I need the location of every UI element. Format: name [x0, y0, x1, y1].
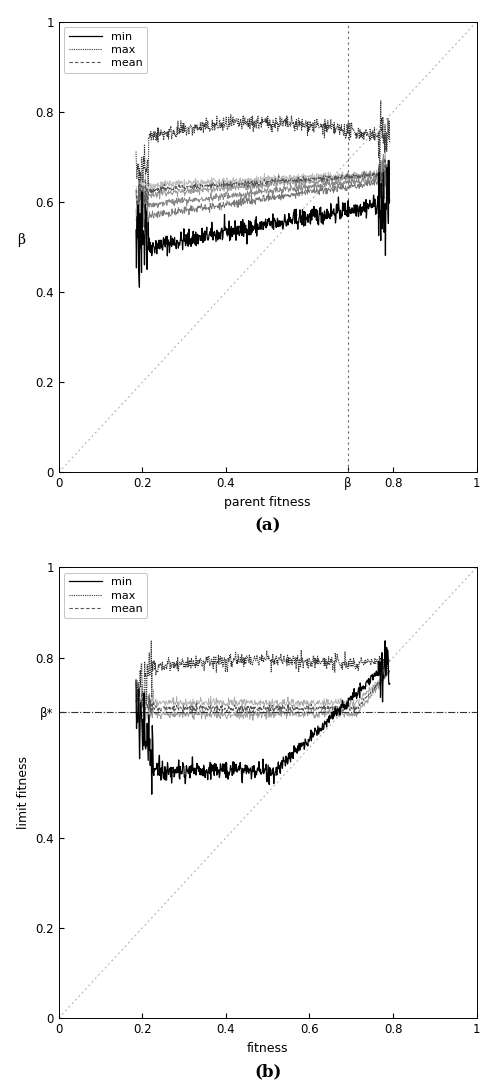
max: [137, 180, 143, 193]
mean: [382, 152, 388, 165]
min: [303, 214, 309, 227]
Legend: min, max, mean: min, max, mean: [64, 27, 147, 73]
max: [140, 701, 146, 714]
max: [248, 111, 254, 124]
mean: [284, 702, 290, 715]
Line: min: min: [136, 641, 390, 795]
min: [178, 233, 184, 246]
max: [256, 658, 262, 671]
min: [387, 194, 393, 207]
min: [149, 788, 155, 801]
min: [341, 698, 347, 711]
max: [178, 124, 184, 137]
Line: max: max: [136, 101, 390, 186]
max: [133, 676, 139, 689]
min: [133, 674, 139, 687]
min: [254, 764, 260, 777]
Y-axis label: β: β: [17, 233, 25, 247]
Line: mean: mean: [136, 671, 390, 713]
max: [387, 137, 393, 150]
Line: max: max: [136, 641, 390, 707]
max: [387, 655, 393, 668]
Line: min: min: [136, 160, 390, 287]
min: [271, 777, 277, 790]
mean: [199, 180, 205, 193]
mean: [325, 171, 331, 184]
max: [283, 112, 289, 125]
max: [133, 145, 139, 158]
mean: [133, 697, 139, 710]
mean: [381, 673, 387, 686]
max: [271, 653, 277, 666]
min: [283, 215, 289, 228]
mean: [178, 181, 184, 194]
max: [382, 656, 388, 669]
mean: [271, 705, 277, 718]
min: [136, 280, 142, 293]
min: [284, 758, 290, 771]
mean: [283, 174, 289, 187]
mean: [255, 701, 261, 714]
mean: [248, 175, 254, 189]
min: [387, 677, 393, 690]
min: [382, 634, 388, 647]
Y-axis label: limit fitness: limit fitness: [17, 756, 30, 829]
Legend: min, max, mean: min, max, mean: [64, 573, 147, 618]
X-axis label: fitness: fitness: [247, 1042, 288, 1055]
max: [303, 114, 309, 128]
max: [378, 95, 384, 108]
max: [285, 656, 291, 669]
min: [199, 234, 205, 247]
max: [254, 653, 260, 666]
min: [386, 154, 392, 167]
mean: [148, 706, 154, 719]
min: [381, 662, 387, 675]
mean: [387, 665, 393, 678]
max: [148, 634, 154, 647]
Text: (a): (a): [254, 518, 281, 534]
min: [248, 216, 254, 229]
max: [199, 122, 205, 135]
max: [325, 123, 331, 136]
mean: [341, 703, 347, 716]
min: [133, 223, 139, 237]
mean: [387, 165, 393, 178]
mean: [133, 183, 139, 196]
Text: (b): (b): [254, 1063, 281, 1080]
mean: [139, 202, 145, 215]
Line: mean: mean: [136, 158, 390, 208]
max: [342, 645, 348, 658]
mean: [303, 171, 309, 184]
X-axis label: parent fitness: parent fitness: [225, 496, 311, 509]
min: [255, 762, 261, 775]
mean: [254, 703, 260, 716]
min: [325, 211, 331, 225]
